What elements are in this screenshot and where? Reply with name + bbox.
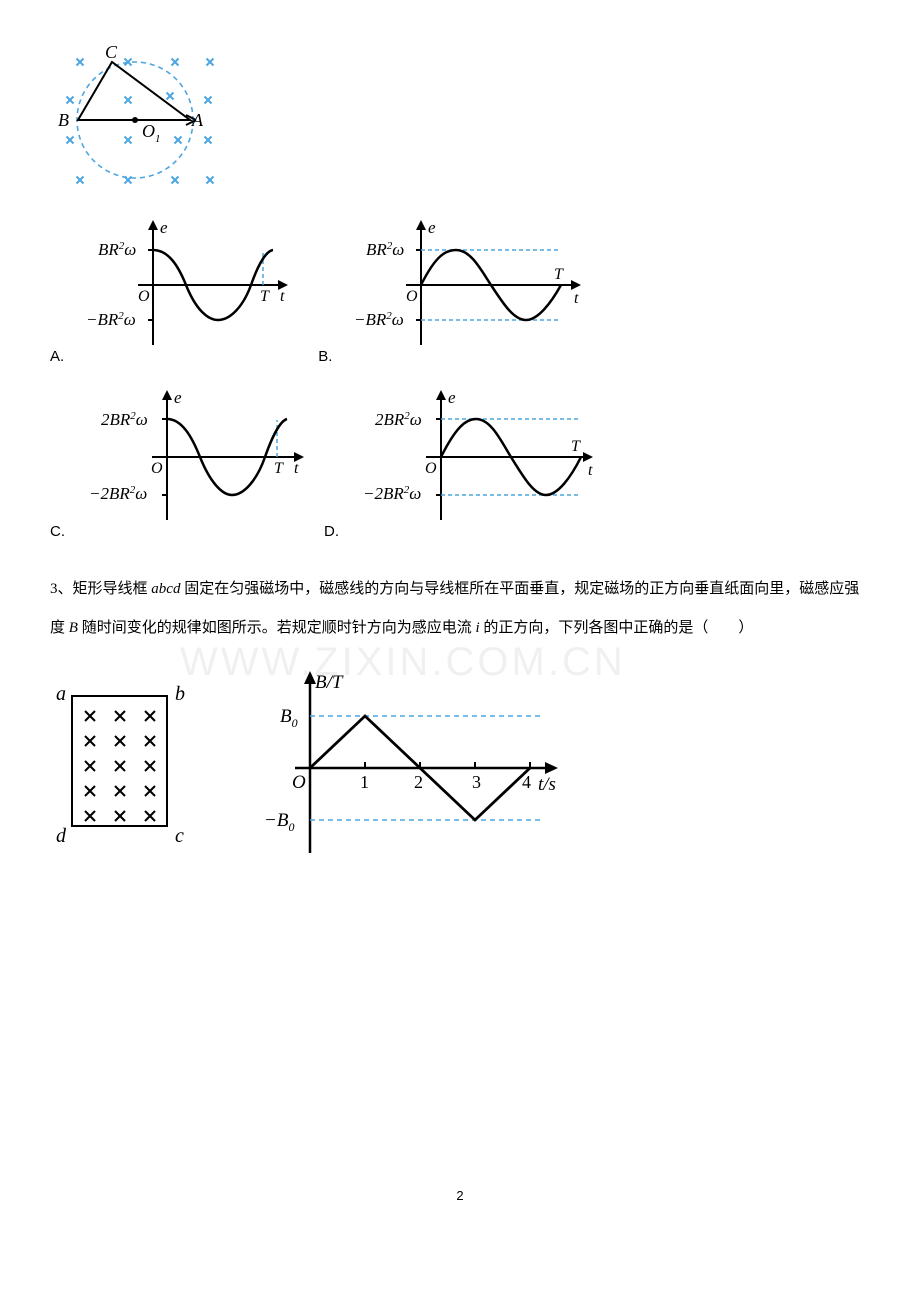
svg-text:T: T (571, 438, 581, 455)
label-B: B (58, 110, 69, 130)
svg-text:−BR2ω: −BR2ω (86, 310, 136, 329)
svg-text:O: O (151, 460, 163, 477)
svg-text:3: 3 (472, 772, 481, 792)
q3-Bt-graph: 1 2 3 4 B/T t/s B0 −B0 O (250, 668, 570, 868)
option-D-label: D. (324, 523, 339, 540)
label-O1: O1 (142, 121, 161, 145)
svg-text:e: e (174, 388, 182, 407)
svg-text:e: e (428, 218, 436, 237)
svg-text:e: e (160, 218, 168, 237)
graph-B: e BR2ω −BR2ω O T t (336, 215, 586, 365)
graph-C: e 2BR2ω −2BR2ω O T t (69, 385, 314, 540)
svg-text:T: T (554, 266, 564, 283)
option-C-label: C. (50, 523, 65, 540)
svg-text:O: O (406, 288, 418, 305)
svg-text:t: t (588, 462, 593, 479)
svg-text:t: t (574, 290, 579, 307)
svg-text:BR2ω: BR2ω (366, 240, 404, 259)
svg-text:c: c (175, 825, 184, 847)
svg-text:1: 1 (360, 772, 369, 792)
question-3-text: 3、矩形导线框 abcd 固定在匀强磁场中，磁感线的方向与导线框所在平面垂直，规… (50, 570, 870, 648)
svg-text:d: d (56, 825, 67, 847)
svg-text:e: e (448, 388, 456, 407)
svg-text:a: a (56, 683, 66, 705)
svg-text:O: O (292, 772, 306, 793)
svg-text:−2BR2ω: −2BR2ω (89, 484, 147, 503)
svg-text:BR2ω: BR2ω (98, 240, 136, 259)
svg-text:−B0: −B0 (264, 810, 294, 834)
svg-text:−2BR2ω: −2BR2ω (363, 484, 421, 503)
svg-text:t: t (280, 288, 285, 305)
option-A-label: A. (50, 348, 64, 365)
top-figure: C B A O1 (50, 40, 250, 205)
label-C: C (105, 42, 118, 62)
svg-text:t/s: t/s (538, 774, 556, 795)
graph-D: e 2BR2ω −2BR2ω O T t (343, 385, 598, 540)
q3-loop-figure: a b c d (50, 678, 210, 858)
page-number: 2 (50, 1188, 870, 1203)
svg-text:2BR2ω: 2BR2ω (375, 410, 422, 429)
svg-text:O: O (425, 460, 437, 477)
svg-text:4: 4 (522, 772, 531, 792)
svg-text:2BR2ω: 2BR2ω (101, 410, 148, 429)
svg-text:t: t (294, 460, 299, 477)
label-A: A (191, 110, 204, 130)
svg-text:T: T (260, 288, 270, 305)
option-B-label: B. (318, 348, 332, 365)
svg-text:−BR2ω: −BR2ω (354, 310, 404, 329)
svg-text:b: b (175, 683, 185, 705)
svg-text:B0: B0 (280, 706, 298, 730)
svg-text:O: O (138, 288, 150, 305)
svg-text:2: 2 (414, 772, 423, 792)
svg-text:B/T: B/T (315, 672, 344, 693)
svg-text:T: T (274, 460, 284, 477)
graph-A: e BR2ω −BR2ω O T t (68, 215, 298, 365)
